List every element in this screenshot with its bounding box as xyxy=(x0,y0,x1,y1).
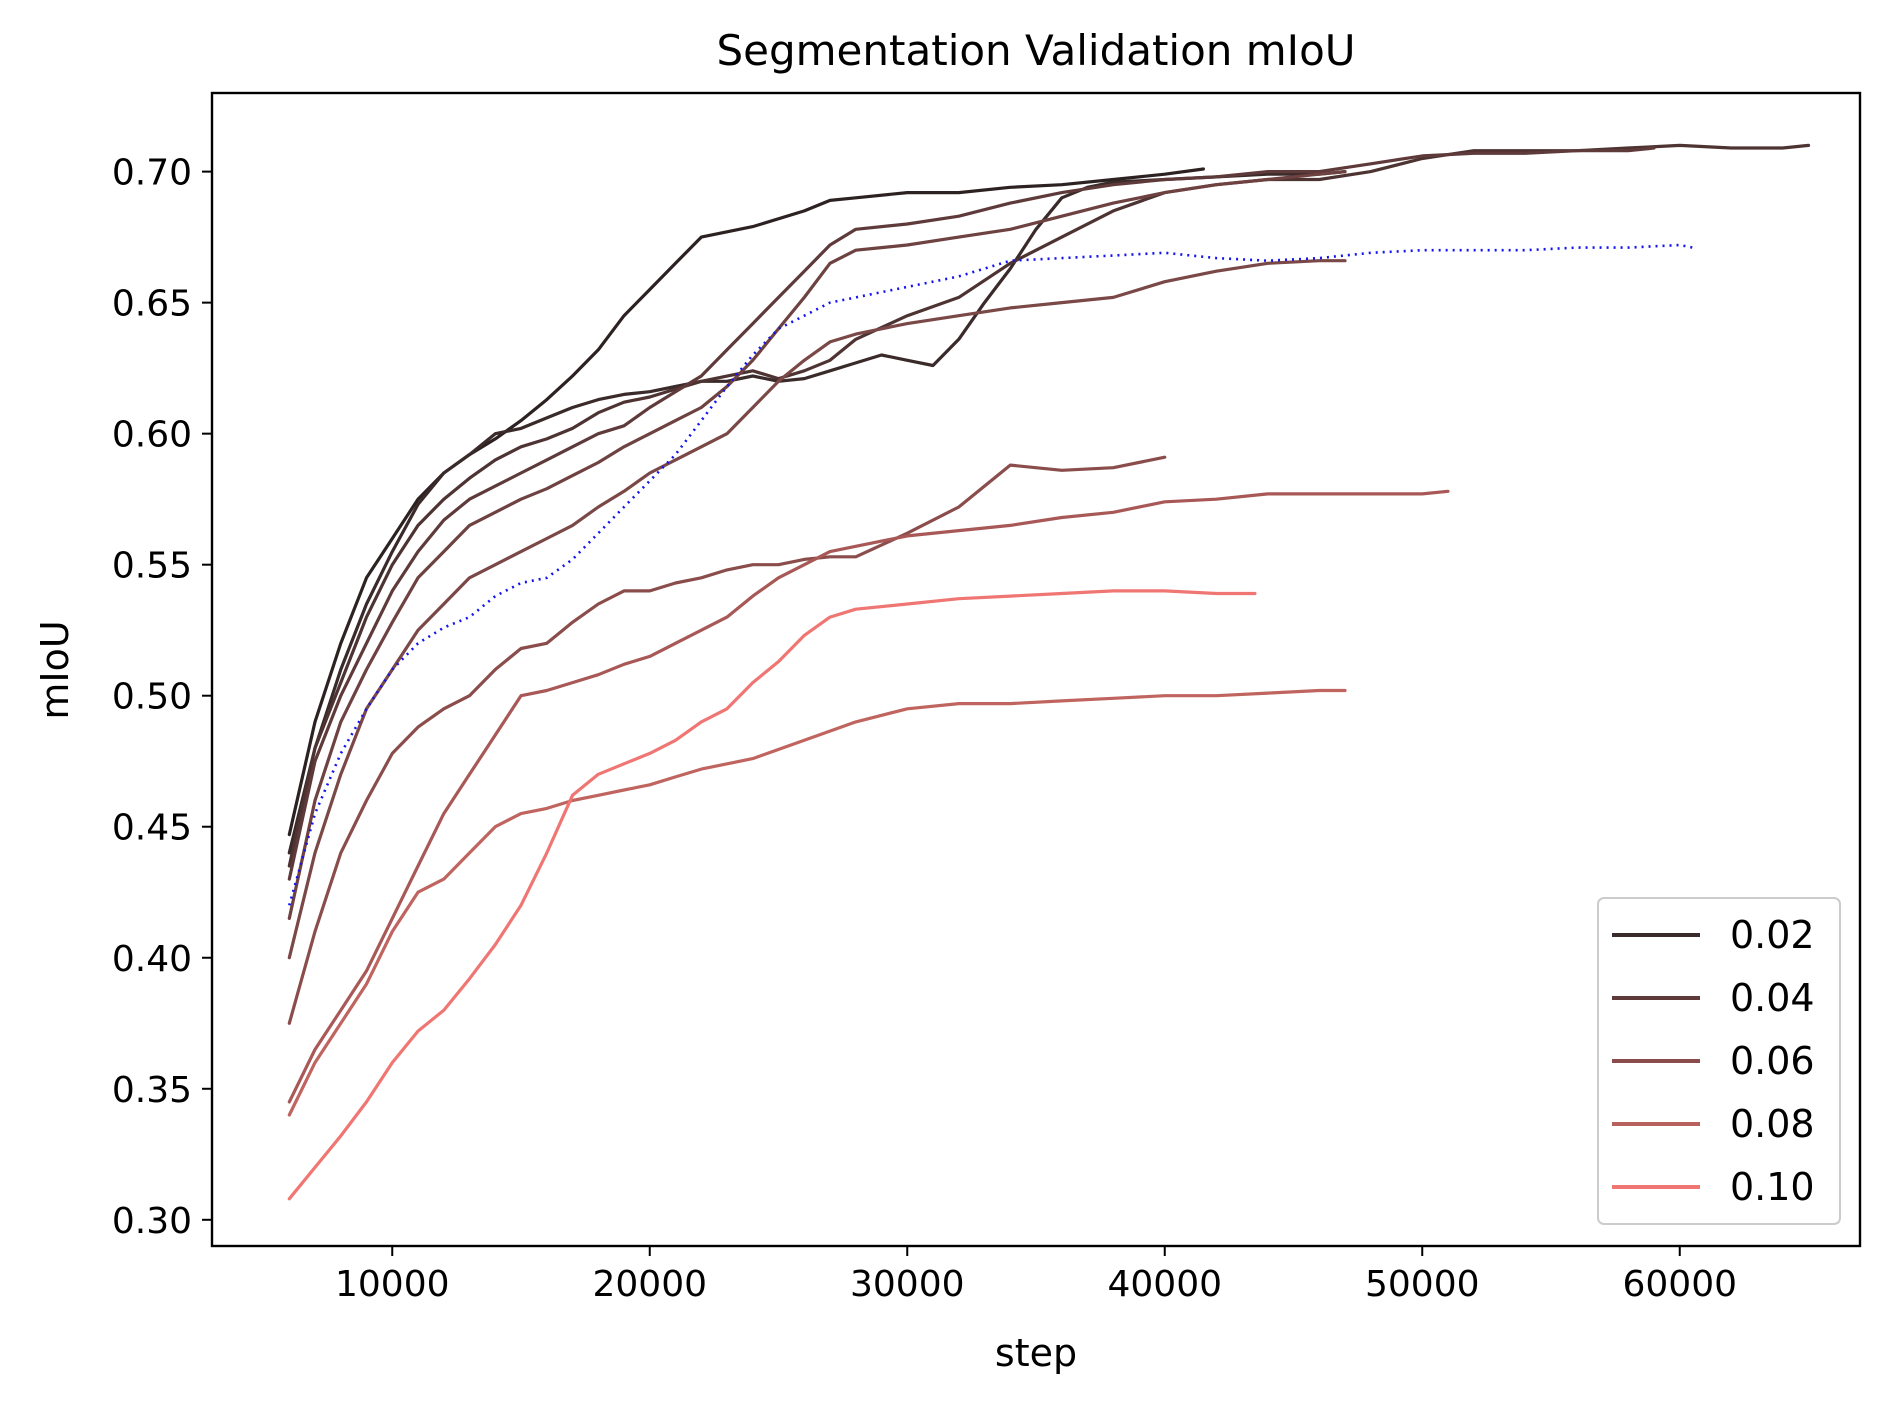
series-line-9 xyxy=(287,688,1347,1117)
x-tick-label: 50000 xyxy=(1365,1264,1480,1305)
y-tick-label: 0.30 xyxy=(112,1201,192,1242)
series-layer xyxy=(287,143,1811,1201)
y-tick-label: 0.35 xyxy=(112,1070,192,1111)
x-tick-label: 40000 xyxy=(1107,1264,1222,1305)
x-tick-label: 60000 xyxy=(1622,1264,1737,1305)
plot-area-frame xyxy=(210,91,1862,1248)
series-line-1 xyxy=(287,167,1205,837)
x-tick-label: 30000 xyxy=(850,1264,965,1305)
series-line-6 xyxy=(287,259,1347,960)
series-line-4 xyxy=(287,146,1656,881)
series-line-5 xyxy=(287,170,1347,920)
x-tick-label: 20000 xyxy=(592,1264,707,1305)
x-axis: 10000 20000 30000 40000 50000 60000 xyxy=(335,1246,1737,1305)
series-line-11 xyxy=(288,243,1693,906)
series-line-3 xyxy=(287,143,1811,868)
y-tick-label: 0.70 xyxy=(112,153,192,194)
legend-box xyxy=(1597,897,1841,1225)
x-axis-label: step xyxy=(995,1331,1077,1375)
series-line-7 xyxy=(287,455,1167,1025)
legend-label-0.10: 0.10 xyxy=(1730,1165,1815,1209)
series-line-10 xyxy=(287,589,1257,1201)
y-tick-label: 0.55 xyxy=(112,546,192,587)
x-tick-label: 10000 xyxy=(335,1264,450,1305)
y-tick-label: 0.60 xyxy=(112,415,192,456)
y-axis-label: mIoU xyxy=(33,620,77,719)
series-line-8 xyxy=(287,489,1450,1104)
y-tick-label: 0.45 xyxy=(112,808,192,849)
y-axis: 0.30 0.35 0.40 0.45 0.50 0.55 0.60 0.65 0.70 xyxy=(112,153,212,1242)
y-tick-label: 0.40 xyxy=(112,939,192,980)
y-tick-label: 0.50 xyxy=(112,677,192,718)
legend: 0.02 0.04 0.06 0.08 0.10 xyxy=(1597,897,1841,1225)
legend-label-0.04: 0.04 xyxy=(1730,976,1815,1020)
legend-label-0.02: 0.02 xyxy=(1730,913,1815,957)
chart-title: Segmentation Validation mIoU xyxy=(716,26,1355,75)
legend-label-0.06: 0.06 xyxy=(1730,1039,1815,1083)
y-tick-label: 0.65 xyxy=(112,284,192,325)
legend-label-0.08: 0.08 xyxy=(1730,1102,1815,1146)
